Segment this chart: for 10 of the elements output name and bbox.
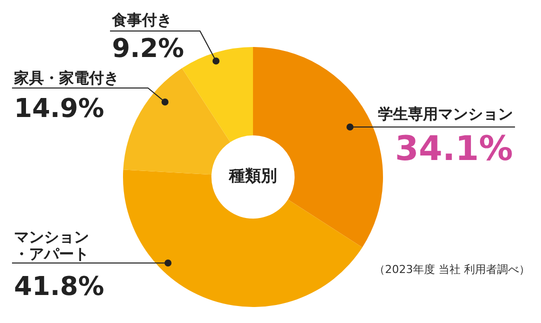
slice-label: 食事付き: [111, 11, 172, 29]
data-label: 9.2%: [112, 34, 184, 64]
slice-label: 家具・家電付き: [13, 69, 119, 87]
slice-label: 学生専用マンション: [378, 105, 513, 123]
data-label: 41.8%: [14, 272, 104, 302]
slice-label: マンション・アパート: [14, 228, 89, 263]
text: 種類別: [228, 166, 277, 186]
text: （2023年度 当社 利用者調べ）: [374, 263, 530, 276]
data-label: 14.9%: [14, 94, 104, 124]
data-label: 34.1%: [395, 129, 513, 169]
